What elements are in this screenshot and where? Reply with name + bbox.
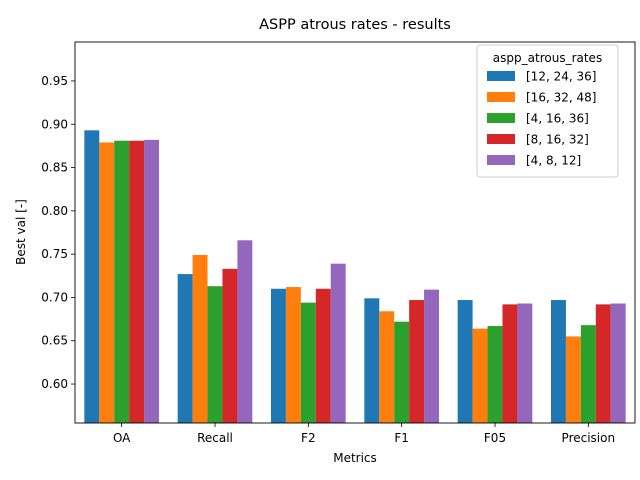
bar — [285, 287, 301, 423]
x-tick-label: Precision — [562, 431, 616, 445]
x-tick-label: F1 — [394, 431, 409, 445]
axes-frame — [74, 41, 636, 424]
y-tick-label: 0.85 — [41, 161, 68, 175]
bars-group — [84, 130, 626, 424]
legend-swatch — [487, 92, 515, 102]
x-tick-label: OA — [113, 431, 131, 445]
y-tick-label: 0.80 — [41, 204, 68, 218]
bar — [364, 298, 380, 423]
x-axis: OA Recall F2 F1 F05 Precision — [113, 423, 615, 445]
legend-label: [4, 16, 36] — [526, 112, 589, 126]
legend-label: [16, 32, 48] — [526, 91, 596, 105]
bar — [580, 325, 596, 423]
bar — [595, 304, 611, 423]
bar — [271, 288, 286, 423]
legend-swatch — [487, 155, 515, 165]
legend-label: [12, 24, 36] — [526, 70, 596, 84]
y-tick-label: 0.75 — [41, 247, 68, 261]
bar — [502, 304, 518, 423]
x-tick-label: F2 — [301, 431, 316, 445]
bar — [129, 140, 145, 424]
y-tick-label: 0.90 — [41, 117, 68, 131]
legend-title: aspp_atrous_rates — [493, 51, 602, 65]
y-tick-label: 0.95 — [41, 74, 68, 88]
legend-swatch — [487, 71, 515, 81]
bar — [487, 326, 503, 423]
bar — [565, 336, 581, 423]
y-tick-label: 0.60 — [41, 377, 68, 391]
chart-title: ASPP atrous rates - results — [259, 17, 451, 33]
bar — [177, 274, 193, 423]
legend-swatch — [487, 113, 515, 123]
bar — [517, 303, 533, 423]
bar — [457, 300, 473, 423]
x-axis-label: Metrics — [333, 451, 377, 465]
x-tick-label: F05 — [484, 431, 506, 445]
legend: aspp_atrous_rates [12, 24, 36] [16, 32, 48… — [476, 44, 619, 178]
bar — [315, 288, 331, 423]
bar — [551, 300, 566, 423]
y-tick-label: 0.70 — [41, 290, 68, 304]
bar — [610, 303, 626, 423]
bar — [144, 139, 159, 424]
y-axis: 0.60 0.65 0.70 0.75 0.80 0.85 0.90 0.95 — [41, 74, 75, 391]
bar — [424, 289, 439, 423]
bar — [330, 263, 346, 423]
y-tick-label: 0.65 — [41, 334, 68, 348]
bar — [394, 321, 410, 423]
bar — [99, 142, 115, 424]
legend-swatch — [487, 134, 515, 144]
bar — [379, 311, 395, 423]
bar — [192, 255, 208, 423]
bar — [300, 302, 316, 423]
bar — [237, 240, 253, 423]
bar — [114, 140, 130, 424]
bar — [409, 300, 425, 423]
legend-label: [4, 8, 12] — [526, 154, 581, 168]
bar — [84, 130, 100, 423]
legend-label: [8, 16, 32] — [526, 133, 589, 147]
bar — [472, 328, 488, 423]
y-axis-label: Best val [-] — [14, 199, 28, 265]
x-tick-label: Recall — [197, 431, 233, 445]
bar — [207, 286, 223, 423]
bar — [222, 268, 238, 423]
